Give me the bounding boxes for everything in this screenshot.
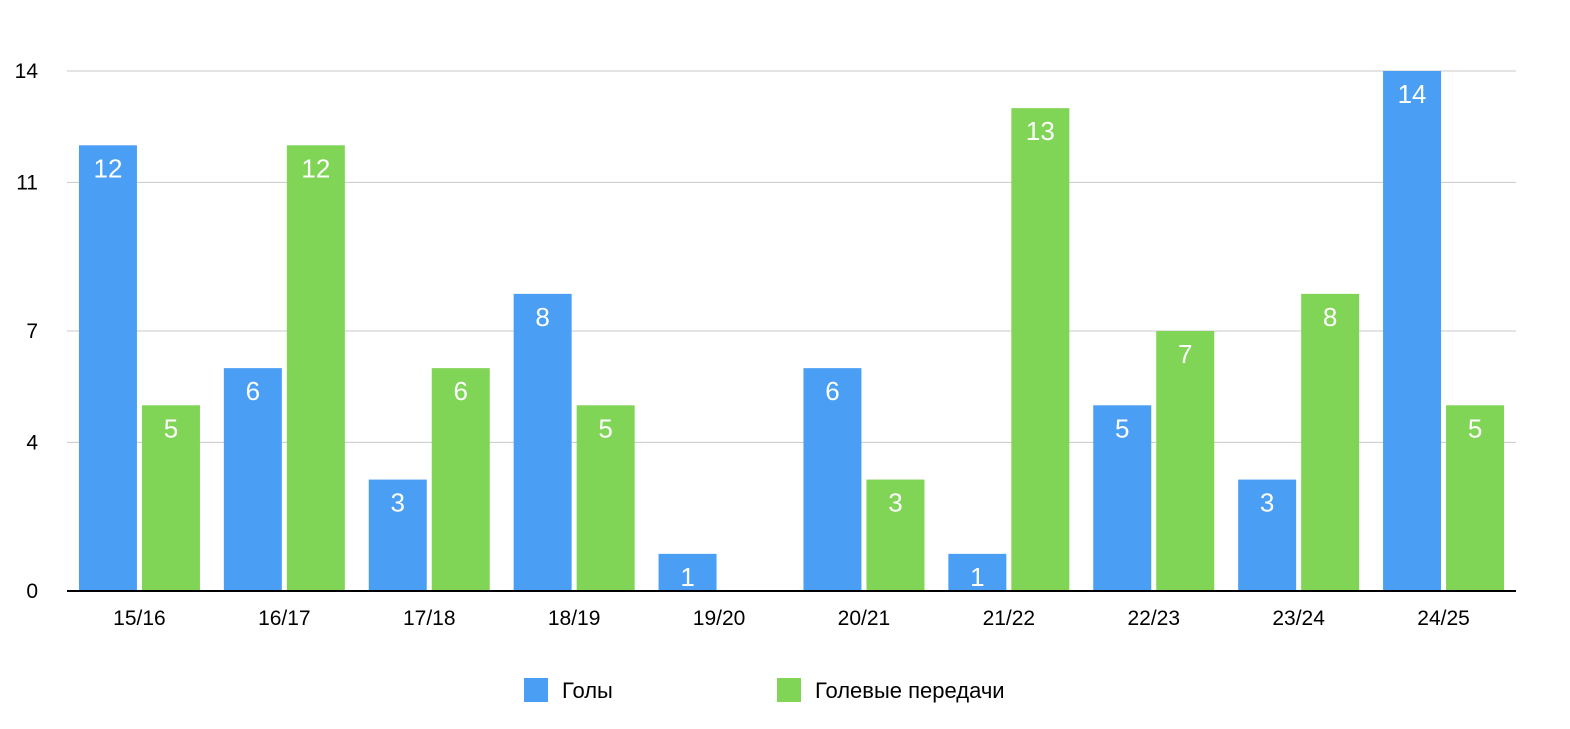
bar <box>1156 331 1215 591</box>
bar <box>1301 293 1360 591</box>
bar <box>286 145 345 592</box>
bar-value-label: 3 <box>888 488 902 518</box>
bar <box>1446 405 1505 591</box>
bar-value-label: 12 <box>93 153 122 183</box>
bar-value-label: 6 <box>246 376 260 406</box>
bar-value-label: 5 <box>164 413 178 443</box>
x-tick-label: 15/16 <box>113 607 166 630</box>
bar <box>431 368 490 591</box>
x-tick-label: 16/17 <box>258 607 311 630</box>
bar-value-label: 6 <box>825 376 839 406</box>
bars <box>78 71 1505 592</box>
grid-lines <box>67 70 1516 443</box>
x-tick-label: 19/20 <box>693 607 746 630</box>
legend-label: Голевые передачи <box>815 678 1005 703</box>
x-tick-label: 23/24 <box>1272 607 1325 630</box>
bar <box>1093 405 1152 591</box>
y-tick-label: 0 <box>26 580 38 603</box>
bar-value-label: 12 <box>301 153 330 183</box>
bar <box>803 368 862 591</box>
x-tick-label: 20/21 <box>838 607 891 630</box>
y-tick-label: 7 <box>26 320 38 343</box>
data-labels: 12 5 6 12 3 6 8 5 1 6 3 1 13 5 7 3 8 14 5 <box>93 79 1482 592</box>
bar-value-label: 3 <box>1260 488 1274 518</box>
bar <box>576 405 635 591</box>
bar-value-label: 1 <box>680 562 694 592</box>
bar <box>866 479 925 591</box>
bar <box>658 553 717 591</box>
legend-swatch <box>524 678 548 702</box>
bar-value-label: 5 <box>1468 413 1482 443</box>
bar-value-label: 6 <box>454 376 468 406</box>
bar-value-label: 1 <box>970 562 984 592</box>
bar <box>78 145 137 592</box>
y-tick-label: 4 <box>26 431 38 454</box>
bar <box>1011 108 1070 592</box>
legend-label: Голы <box>562 678 613 703</box>
bar <box>141 405 200 591</box>
bar <box>223 368 282 591</box>
bar-value-label: 7 <box>1178 339 1192 369</box>
bar-value-label: 5 <box>598 413 612 443</box>
bar-value-label: 14 <box>1398 79 1427 109</box>
legend-swatch <box>777 678 801 702</box>
bar <box>948 553 1007 591</box>
bar-value-label: 5 <box>1115 413 1129 443</box>
bar-value-label: 8 <box>535 302 549 332</box>
bar <box>1238 479 1297 591</box>
bar <box>368 479 427 591</box>
bar-value-label: 3 <box>391 488 405 518</box>
bar-value-label: 13 <box>1026 116 1055 146</box>
x-tick-label: 17/18 <box>403 607 456 630</box>
bar-value-label: 8 <box>1323 302 1337 332</box>
legend: Голы Голевые передачи <box>524 678 1005 703</box>
y-tick-label: 11 <box>16 171 38 194</box>
x-tick-label: 21/22 <box>983 607 1036 630</box>
y-tick-label: 14 <box>15 60 39 83</box>
bar <box>513 293 572 591</box>
bar <box>1383 71 1442 591</box>
x-tick-label: 24/25 <box>1417 607 1470 630</box>
x-tick-label: 18/19 <box>548 607 601 630</box>
x-tick-label: 22/23 <box>1127 607 1180 630</box>
